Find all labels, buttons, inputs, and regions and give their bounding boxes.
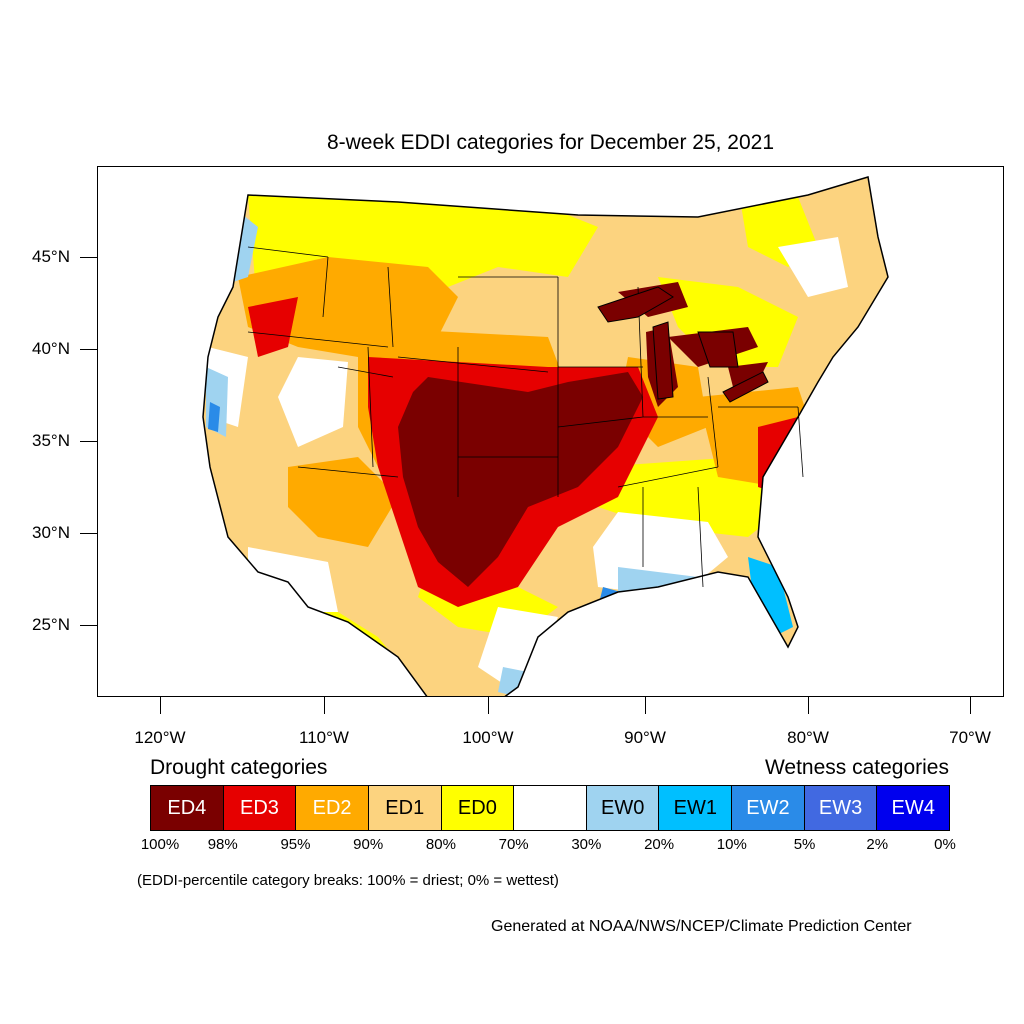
legend-break-label: 100% xyxy=(140,836,180,853)
lon-label: 110°W xyxy=(299,728,349,747)
legend-break-label: 0% xyxy=(934,836,956,853)
category-note: (EDDI-percentile category breaks: 100% =… xyxy=(137,872,559,889)
drought-categories-heading: Drought categories xyxy=(150,756,328,779)
legend-break-label: 10% xyxy=(716,836,747,853)
lat-label: 30°N xyxy=(32,523,70,542)
lat-label: 35°N xyxy=(32,431,70,450)
lon-label: 70°W xyxy=(949,728,991,747)
legend-swatch: ED4 xyxy=(151,786,224,830)
lon-tick xyxy=(808,697,809,714)
legend-swatch: ED0 xyxy=(441,786,515,830)
legend-swatch: EW4 xyxy=(877,786,950,830)
legend-swatch: EW3 xyxy=(804,786,878,830)
credit-line: Generated at NOAA/NWS/NCEP/Climate Predi… xyxy=(491,918,912,935)
legend-break-label: 98% xyxy=(207,836,238,853)
lat-label: 40°N xyxy=(32,339,70,358)
lon-tick xyxy=(645,697,646,714)
lon-label: 80°W xyxy=(787,728,829,747)
lake-superior xyxy=(597,286,674,323)
lat-tick xyxy=(80,625,97,626)
legend-break-label: 30% xyxy=(571,836,602,853)
legend-color-bar: ED4 ED3 ED2 ED1 ED0 EW0 EW1 EW2 EW3 EW4 xyxy=(150,785,950,831)
lake-huron xyxy=(697,331,739,368)
legend-swatch: EW0 xyxy=(586,786,660,830)
legend-break-label: 80% xyxy=(425,836,456,853)
legend-break-label: 70% xyxy=(498,836,529,853)
coastline xyxy=(202,176,889,696)
lon-tick xyxy=(970,697,971,714)
lat-tick xyxy=(80,257,97,258)
eddi-map xyxy=(202,176,889,696)
legend-swatch xyxy=(514,786,587,830)
wetness-categories-heading: Wetness categories xyxy=(764,756,949,779)
lon-label: 100°W xyxy=(462,728,514,747)
lon-tick xyxy=(160,697,161,714)
lake-erie xyxy=(722,371,769,403)
legend-swatch: ED2 xyxy=(296,786,369,830)
lat-tick xyxy=(80,441,97,442)
legend-break-label: 95% xyxy=(280,836,311,853)
lat-label: 25°N xyxy=(32,615,70,634)
lat-label: 45°N xyxy=(32,247,70,266)
legend-break-label: 5% xyxy=(793,836,816,853)
legend-break-label: 2% xyxy=(866,836,889,853)
lat-tick xyxy=(80,533,97,534)
lat-tick xyxy=(80,349,97,350)
lon-label: 120°W xyxy=(134,728,186,747)
lon-label: 90°W xyxy=(624,728,666,747)
legend-swatch: EW1 xyxy=(659,786,733,830)
legend-swatch: ED1 xyxy=(368,786,442,830)
legend-swatch: EW2 xyxy=(732,786,805,830)
lon-tick xyxy=(488,697,489,714)
state-boundaries xyxy=(247,246,804,588)
map-plot-area xyxy=(97,166,1004,697)
lon-tick xyxy=(324,697,325,714)
lake-michigan xyxy=(652,321,674,400)
map-title: 8-week EDDI categories for December 25, … xyxy=(326,131,775,154)
legend-break-label: 20% xyxy=(644,836,675,853)
legend-swatch: ED3 xyxy=(223,786,297,830)
legend-break-label: 90% xyxy=(353,836,384,853)
